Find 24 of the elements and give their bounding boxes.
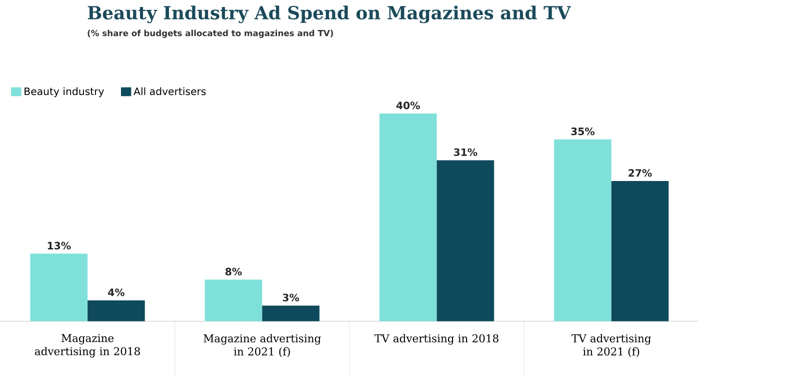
data-label: 35%	[571, 128, 595, 136]
legend-label: All advertisers	[134, 87, 206, 96]
chart-title: Beauty Industry Ad Spend on Magazines and TV	[88, 6, 571, 24]
chart-subtitle: (% share of budgets allocated to magazines and TV)	[88, 30, 333, 38]
data-label: 40%	[396, 102, 420, 110]
data-label: 4%	[108, 288, 125, 296]
bar	[436, 160, 494, 322]
x-tick-label: Magazine advertising in 2021 (f)	[204, 334, 321, 358]
bar	[88, 300, 145, 322]
bar	[262, 306, 320, 322]
bar	[611, 181, 669, 322]
bar	[554, 140, 612, 322]
data-label: 3%	[282, 294, 300, 302]
data-label: 27%	[628, 169, 652, 177]
legend-label: Beauty industry	[24, 87, 104, 98]
bar	[30, 254, 88, 322]
data-label: 13%	[48, 242, 71, 250]
data-label: 31%	[454, 148, 478, 156]
x-tick-label: TV advertising in 2021 (f)	[572, 334, 651, 358]
x-tick-label: TV advertising in 2018	[374, 334, 498, 345]
data-label: 8%	[226, 268, 242, 276]
bar	[204, 280, 262, 322]
x-tick-label: Magazine advertising in 2018	[34, 334, 140, 358]
bar	[379, 114, 437, 322]
